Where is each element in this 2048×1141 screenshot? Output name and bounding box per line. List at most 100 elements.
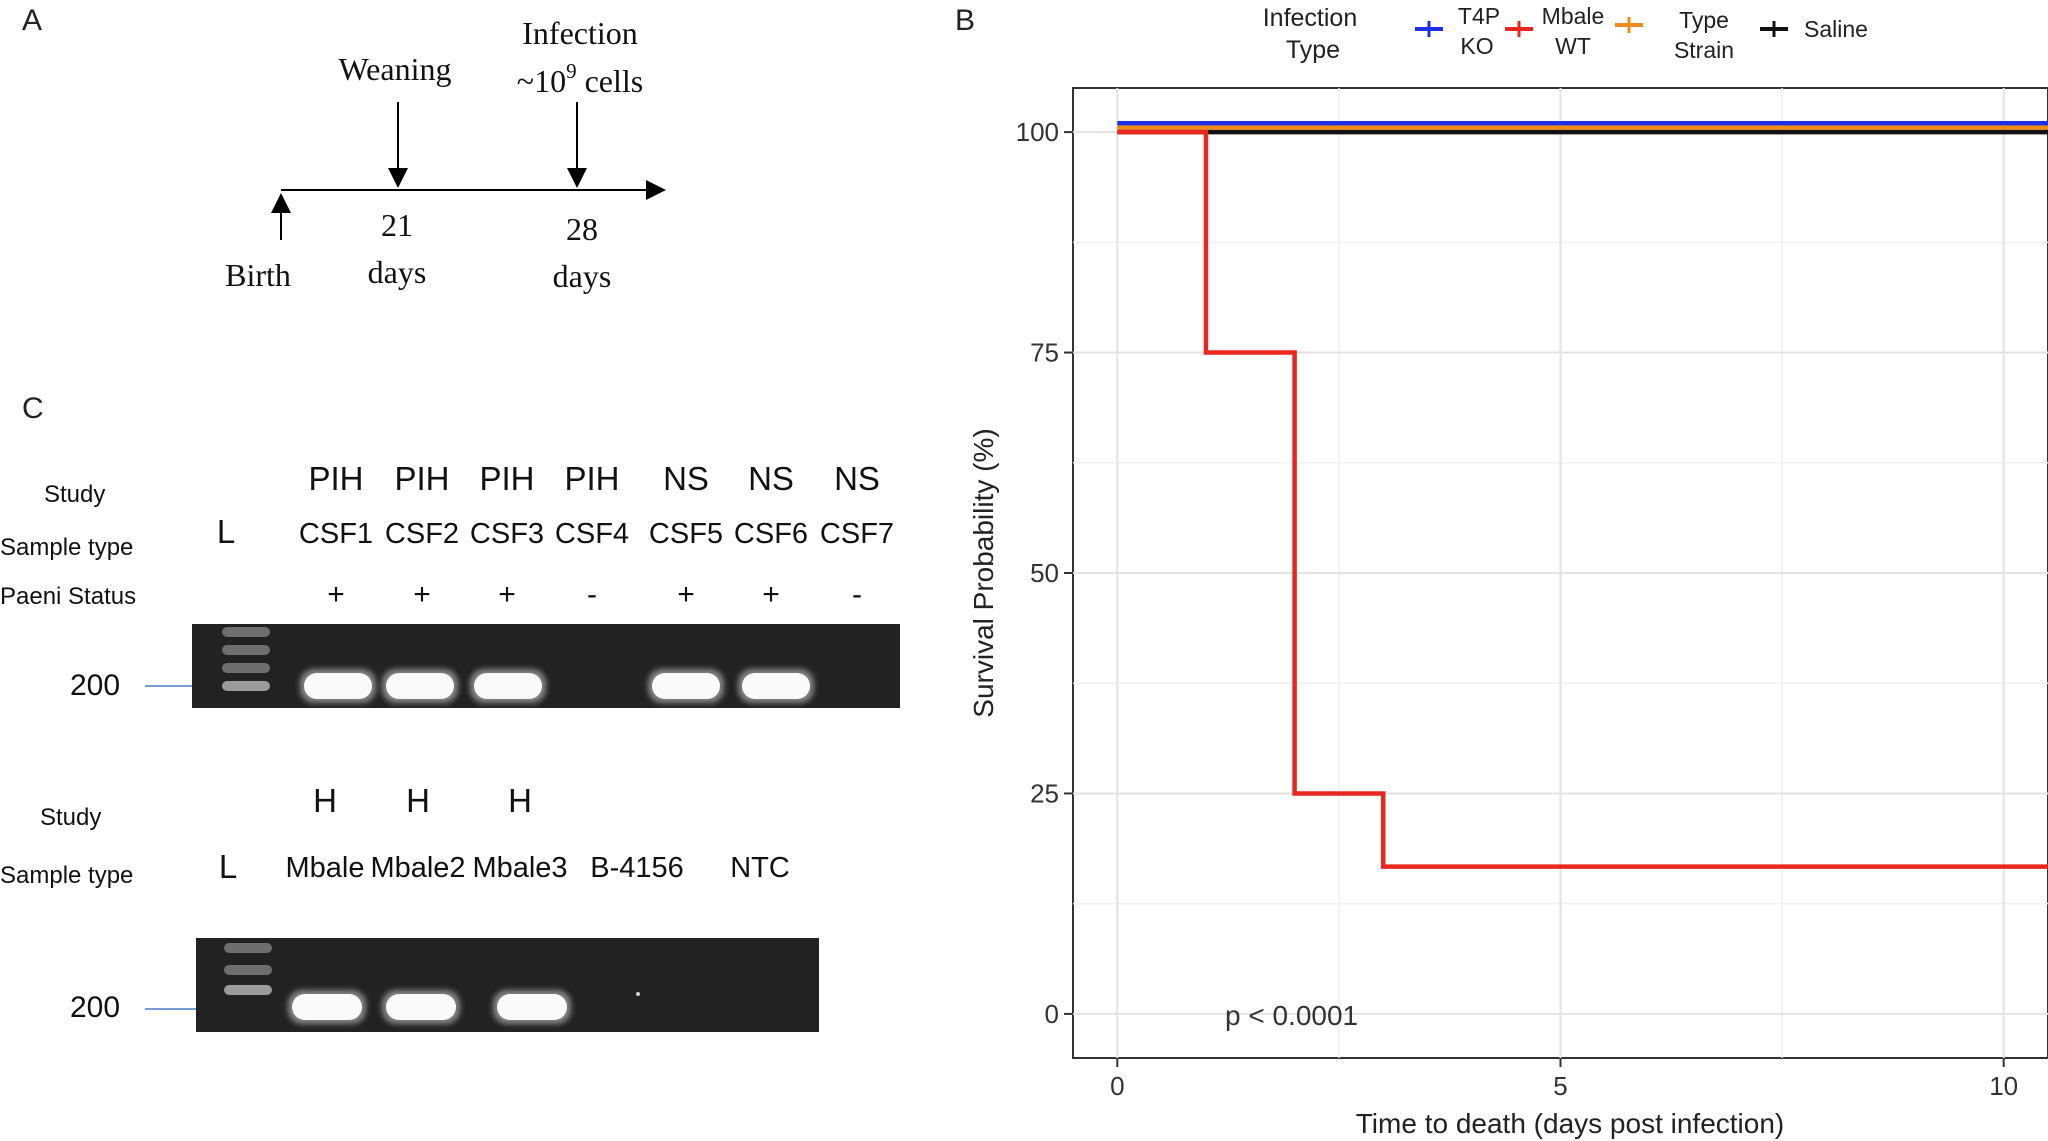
y-tick-label: 100 <box>1016 117 1059 147</box>
lane-status-label: - <box>852 578 862 611</box>
lane-study-label: H <box>406 782 430 819</box>
gel1-row-label-study: Study <box>44 481 105 508</box>
survival-curves <box>1117 121 2048 869</box>
lane-sample-label: CSF2 <box>385 518 459 550</box>
day21-unit: days <box>368 254 427 290</box>
lane-sample-label: B-4156 <box>590 852 684 884</box>
panel-c: C Study Sample type Paeni Status L PIH CS… <box>0 392 900 1032</box>
day28-unit: days <box>553 258 612 294</box>
panel-a: A Weaning Infection ~109 cells Birth 21 … <box>22 4 666 294</box>
ladder-band <box>224 943 272 953</box>
lane-sample-label: NTC <box>730 852 790 884</box>
ladder-band <box>222 681 270 691</box>
legend-title-line1: Infection <box>1263 4 1358 32</box>
lane-sample-label: Mbale2 <box>370 852 465 884</box>
panel-b: B Infection Type T4P KO Mbale WT Type S <box>955 3 2048 1139</box>
legend-item-t4p-ko: T4P KO <box>1415 3 1500 59</box>
gel2-row-label-sample: Sample type <box>0 862 133 889</box>
lane-study-label: PIH <box>394 460 449 497</box>
lane-sample-label: CSF6 <box>734 518 808 550</box>
y-tick-label: 50 <box>1030 558 1059 588</box>
lane-study-label: PIH <box>479 460 534 497</box>
gel-band <box>652 673 720 699</box>
gel1-ladder-label: L <box>217 513 235 550</box>
x-tick-label: 0 <box>1110 1071 1124 1101</box>
gel-band <box>474 673 542 699</box>
gel1-size-marker: 200 <box>70 669 120 702</box>
gel2-ladder <box>224 943 272 995</box>
panel-b-label: B <box>955 4 975 37</box>
x-tick-label: 5 <box>1553 1071 1567 1101</box>
gel1-lane-headers: PIH CSF1 + PIH CSF2 + PIH CSF3 + PIH CSF4 - NS CSF5 + N… <box>299 460 894 611</box>
lane-study-label: H <box>508 782 532 819</box>
gel-band <box>304 673 372 699</box>
weaning-label: Weaning <box>339 51 452 87</box>
ladder-band <box>224 985 272 995</box>
lane-study-label: PIH <box>308 460 363 497</box>
y-axis-title: Survival Probability (%) <box>968 428 999 717</box>
legend-item-label: T4P <box>1458 3 1500 29</box>
gel-band <box>386 673 454 699</box>
series-line-mbale-wt <box>1117 129 2048 869</box>
gel-band <box>497 994 567 1020</box>
panel-a-label: A <box>22 4 42 37</box>
chart-legend: Infection Type T4P KO Mbale WT Type Stra… <box>1263 3 1868 64</box>
birth-label: Birth <box>225 257 291 293</box>
legend-item-saline: Saline <box>1760 16 1868 42</box>
lane-sample-label: CSF5 <box>649 518 723 550</box>
y-tick-label: 0 <box>1045 999 1059 1029</box>
lane-study-label: NS <box>834 460 880 497</box>
day28-number: 28 <box>566 211 598 247</box>
ladder-band <box>222 627 270 637</box>
lane-sample-label: CSF1 <box>299 518 373 550</box>
gel1-row-label-status: Paeni Status <box>0 583 136 610</box>
y-tick-label: 25 <box>1030 778 1059 808</box>
infection-dose-label: ~109 cells <box>517 59 643 99</box>
gel-band <box>386 994 456 1020</box>
lane-status-label: - <box>587 578 597 611</box>
legend-item-label: Type <box>1679 7 1729 33</box>
gel2-row-label-study: Study <box>40 804 101 831</box>
gel-speck <box>636 992 640 996</box>
gel1-row-label-sample: Sample type <box>0 534 133 561</box>
legend-item-mbale-wt: Mbale WT <box>1505 3 1604 59</box>
gel2-bands <box>288 990 640 1024</box>
y-tick-label: 75 <box>1030 338 1059 368</box>
infection-label: Infection <box>522 15 638 51</box>
legend-item-label: KO <box>1460 33 1493 59</box>
ladder-band <box>224 965 272 975</box>
lane-status-label: + <box>498 578 516 611</box>
gel2-ladder-label: L <box>219 848 237 885</box>
legend-title-line2: Type <box>1286 36 1340 64</box>
lane-study-label: NS <box>663 460 709 497</box>
lane-sample-label: CSF4 <box>555 518 629 550</box>
lane-status-label: + <box>327 578 345 611</box>
lane-study-label: PIH <box>564 460 619 497</box>
x-axis-ticks: 0 5 10 <box>1110 1058 2018 1101</box>
lane-study-label: H <box>313 782 337 819</box>
lane-sample-label: CSF3 <box>470 518 544 550</box>
lane-status-label: + <box>762 578 780 611</box>
lane-status-label: + <box>677 578 695 611</box>
gel-band <box>742 673 810 699</box>
legend-item-label: Mbale <box>1542 3 1605 29</box>
panel-c-label: C <box>22 392 44 425</box>
p-value-label: p < 0.0001 <box>1225 1000 1358 1031</box>
gel1-bands <box>300 669 814 703</box>
lane-sample-label: CSF7 <box>820 518 894 550</box>
x-axis-title: Time to death (days post infection) <box>1356 1108 1785 1139</box>
legend-item-label: Strain <box>1674 37 1734 63</box>
lane-study-label: NS <box>748 460 794 497</box>
legend-item-label: Saline <box>1804 16 1868 42</box>
day21-number: 21 <box>381 207 413 243</box>
legend-item-label: WT <box>1555 33 1591 59</box>
gel1-ladder <box>222 627 270 691</box>
gel2-lane-headers: H Mbale H Mbale2 H Mbale3 B-4156 NTC <box>286 782 790 884</box>
y-axis-ticks: 0 25 50 75 100 <box>1016 117 1073 1029</box>
gel2-size-marker: 200 <box>70 991 120 1024</box>
gel-band <box>292 994 362 1020</box>
ladder-band <box>222 663 270 673</box>
ladder-band <box>222 645 270 655</box>
